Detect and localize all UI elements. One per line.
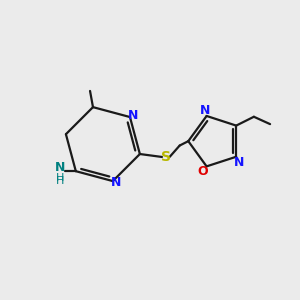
Text: O: O [198, 165, 208, 178]
Text: N: N [234, 155, 244, 169]
Text: N: N [54, 161, 65, 174]
Text: N: N [128, 109, 139, 122]
Text: H: H [56, 172, 64, 183]
Text: N: N [111, 176, 122, 189]
Text: S: S [161, 150, 171, 164]
Text: H: H [56, 176, 64, 187]
Text: N: N [200, 104, 210, 117]
